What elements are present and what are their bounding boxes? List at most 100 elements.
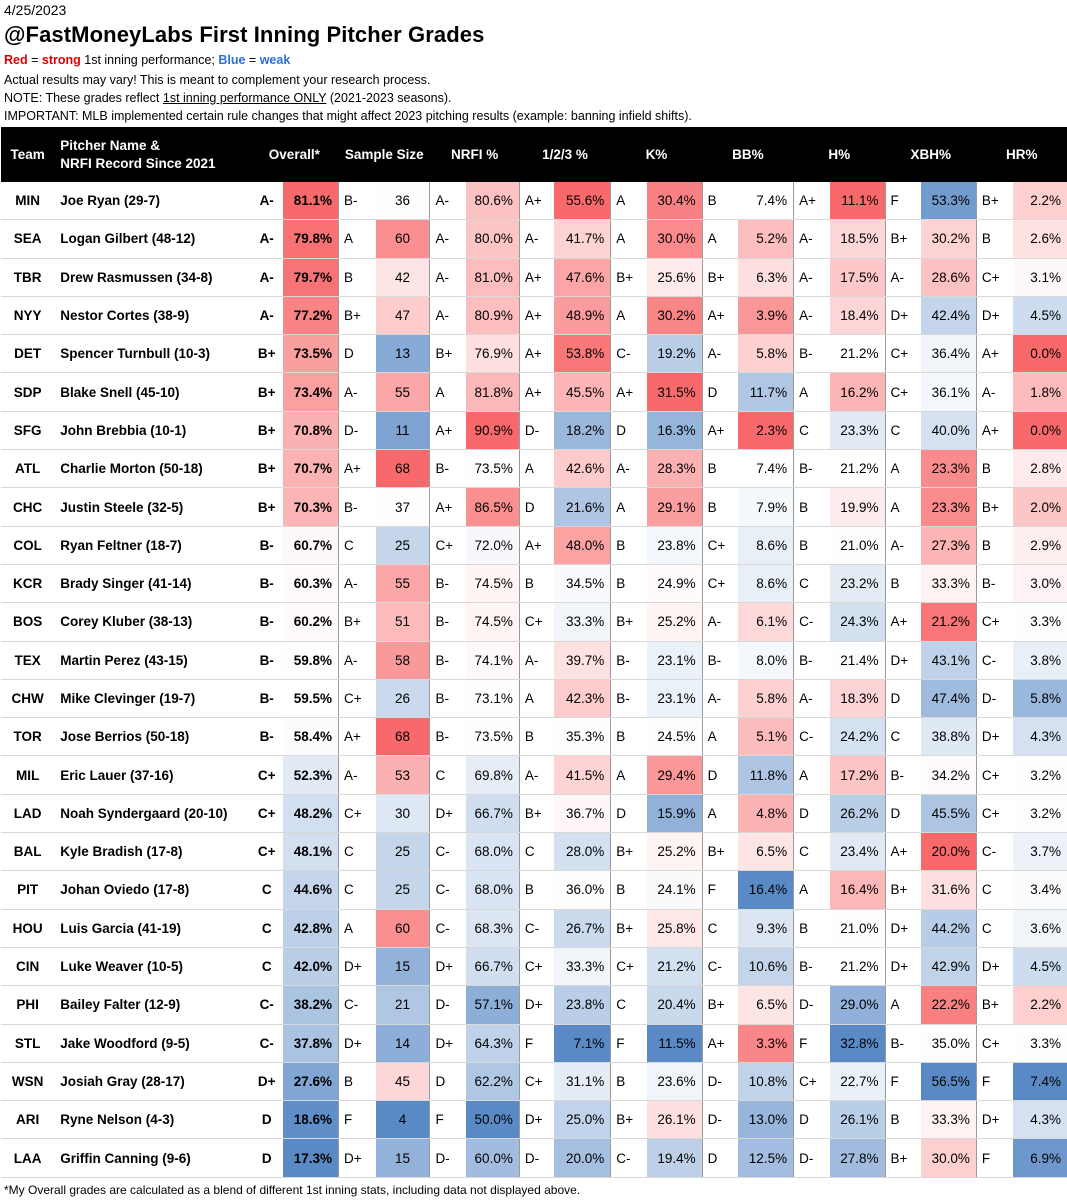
overall-grade-cell: B+	[250, 411, 284, 451]
h-grade-cell: B-	[793, 947, 830, 987]
t-grade-cell: D	[518, 487, 555, 527]
t-value-cell: 41.7%	[554, 219, 611, 259]
h-grade-cell: B	[793, 909, 830, 948]
hr-grade-cell: D+	[975, 1100, 1013, 1140]
t-value-cell: 23.8%	[554, 985, 611, 1025]
overall-value-cell: 73.5%	[283, 334, 339, 374]
h-value-cell: 21.4%	[829, 641, 885, 680]
sample-grade-cell: D-	[338, 411, 376, 451]
t-grade-cell: D+	[518, 985, 555, 1025]
bb-grade-cell: D	[701, 372, 739, 412]
bb-value-cell: 12.5%	[738, 1138, 794, 1178]
hr-grade-cell: C+	[975, 794, 1013, 834]
nrfi-value-cell: 74.1%	[466, 641, 520, 680]
overall-grade-cell: A-	[250, 258, 284, 297]
bb-value-cell: 5.2%	[738, 219, 794, 259]
legend-text: 1st inning performance;	[80, 53, 219, 67]
xbh-value-cell: 33.3%	[921, 564, 977, 604]
h-grade-cell: D	[793, 794, 830, 834]
nrfi-grade-cell: F	[429, 1100, 467, 1140]
legend-strong-label: strong	[41, 53, 81, 67]
nrfi-grade-cell: B+	[429, 334, 467, 374]
t-grade-cell: D-	[518, 1138, 555, 1178]
overall-grade-cell: C-	[250, 985, 284, 1025]
nrfi-grade-cell: D-	[429, 1138, 467, 1178]
h-grade-cell: B	[793, 526, 830, 565]
team-cell: ARI	[1, 1100, 55, 1140]
pitcher-name-cell: John Brebbia (10-1)	[54, 411, 251, 451]
xbh-grade-cell: C	[884, 411, 922, 451]
bb-grade-cell: D	[701, 755, 739, 795]
table-row: LAA Griffin Canning (9-6) D 17.3% D+ 15 D- 60.0…	[1, 1138, 1067, 1178]
xbh-value-cell: 47.4%	[921, 679, 977, 719]
sample-grade-cell: D+	[338, 1024, 376, 1063]
t-grade-cell: C+	[518, 1062, 555, 1102]
nrfi-grade-cell: B-	[429, 564, 467, 604]
sample-value-cell: 25	[375, 832, 430, 872]
t-grade-cell: A+	[518, 182, 555, 221]
xbh-value-cell: 23.3%	[921, 487, 977, 527]
table-row: HOU Luis Garcia (41-19) C 42.8% A 60 C- 68.3% C-…	[1, 909, 1067, 948]
xbh-value-cell: 53.3%	[921, 182, 977, 221]
team-cell: WSN	[1, 1062, 55, 1102]
bb-grade-cell: A-	[701, 679, 739, 719]
overall-grade-cell: A-	[250, 219, 284, 259]
sample-grade-cell: B	[338, 258, 376, 297]
pitcher-name-cell: Kyle Bradish (17-8)	[54, 832, 251, 872]
k-grade-cell: D	[610, 794, 647, 834]
h-value-cell: 18.3%	[829, 679, 885, 719]
overall-grade-cell: B-	[250, 602, 284, 642]
t-grade-cell: A+	[518, 372, 555, 412]
pitcher-name-cell: Eric Lauer (37-16)	[54, 755, 251, 795]
overall-grade-cell: B+	[250, 372, 284, 412]
team-cell: PHI	[1, 985, 55, 1025]
team-cell: PIT	[1, 870, 55, 910]
nrfi-grade-cell: A-	[429, 182, 467, 221]
k-value-cell: 30.4%	[646, 182, 703, 221]
pitcher-name-cell: Spencer Turnbull (10-3)	[54, 334, 251, 374]
team-cell: SDP	[1, 372, 55, 412]
h-value-cell: 32.8%	[829, 1024, 885, 1063]
overall-grade-cell: C+	[250, 794, 284, 834]
k-grade-cell: C-	[610, 334, 647, 374]
col-header-pitcher: Pitcher Name & NRFI Record Since 2021	[54, 127, 251, 182]
k-grade-cell: A	[610, 296, 647, 336]
sample-value-cell: 15	[375, 947, 430, 987]
legend-equals: =	[245, 53, 260, 67]
sample-value-cell: 37	[375, 487, 430, 527]
h-value-cell: 24.3%	[829, 602, 885, 642]
overall-value-cell: 73.4%	[283, 372, 339, 412]
h-grade-cell: F	[793, 1024, 830, 1063]
bb-grade-cell: D-	[701, 1062, 739, 1102]
pitcher-name-cell: Ryan Feltner (18-7)	[54, 526, 251, 565]
h-grade-cell: A-	[793, 219, 830, 259]
xbh-value-cell: 38.8%	[921, 717, 977, 757]
sample-grade-cell: C	[338, 832, 376, 872]
xbh-grade-cell: D+	[884, 641, 922, 680]
t-grade-cell: C-	[518, 909, 555, 948]
bb-grade-cell: B	[701, 487, 739, 527]
nrfi-value-cell: 81.0%	[466, 258, 520, 297]
col-header-xbh: XBH%	[885, 127, 977, 182]
hr-value-cell: 3.8%	[1012, 641, 1067, 680]
sample-grade-cell: C+	[338, 794, 376, 834]
h-value-cell: 16.4%	[829, 870, 885, 910]
bb-value-cell: 8.6%	[738, 564, 794, 604]
bb-value-cell: 3.3%	[738, 1024, 794, 1063]
k-grade-cell: B+	[610, 909, 647, 948]
xbh-grade-cell: F	[884, 182, 922, 221]
xbh-grade-cell: B-	[884, 1024, 922, 1063]
table-body: MIN Joe Ryan (29-7) A- 81.1% B- 36 A- 80.6% A+ 55…	[1, 182, 1067, 1178]
scope-note-suffix: (2021-2023 seasons).	[326, 91, 452, 105]
hr-grade-cell: F	[975, 1062, 1013, 1102]
team-cell: STL	[1, 1024, 55, 1063]
overall-grade-cell: D	[250, 1100, 284, 1140]
hr-value-cell: 4.5%	[1012, 947, 1067, 987]
pitcher-name-cell: Brady Singer (41-14)	[54, 564, 251, 604]
hr-value-cell: 4.3%	[1012, 717, 1067, 757]
h-value-cell: 17.2%	[829, 755, 885, 795]
footnote: *My Overall grades are calculated as a b…	[4, 1183, 581, 1197]
hr-value-cell: 5.8%	[1012, 679, 1067, 719]
overall-grade-cell: D	[250, 1138, 284, 1178]
pitcher-name-cell: Noah Syndergaard (20-10)	[54, 794, 251, 834]
